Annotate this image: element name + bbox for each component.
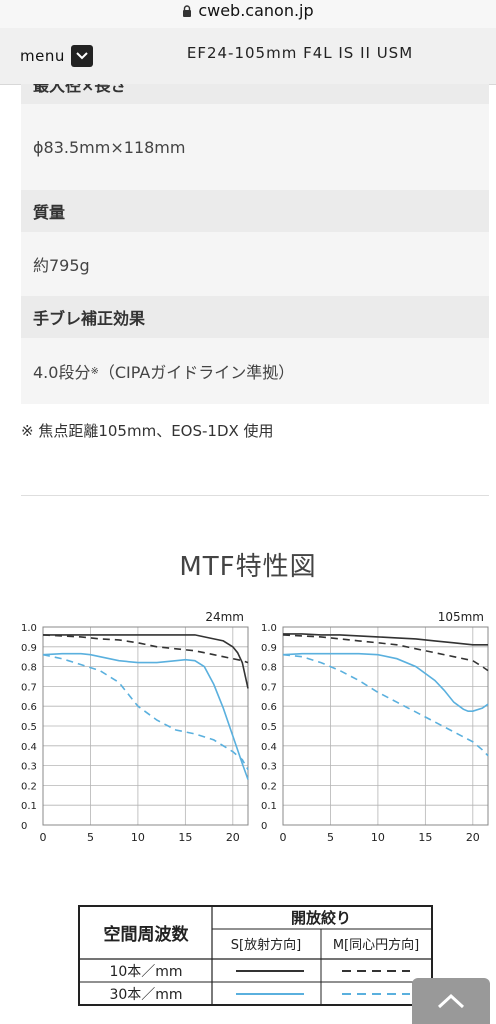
y-tick-label: 0.1	[261, 801, 277, 812]
y-tick-label: 1.0	[261, 623, 277, 634]
mtf-series-line	[282, 652, 489, 712]
mtf-legend-table: 空間周波数 開放絞り S[放射方向] M[同心円方向] 10本／mm 30本／m…	[78, 905, 433, 1006]
chevron-down-icon	[70, 45, 93, 67]
mtf-series-line	[42, 652, 249, 780]
y-tick-label: 0.2	[261, 781, 277, 792]
mtf-series-line	[282, 634, 489, 672]
y-tick-label: 0.9	[21, 643, 37, 654]
x-tick-label: 5	[327, 831, 334, 844]
plot-frame	[282, 626, 489, 826]
page-title: EF24-105mm F4L IS II USM	[186, 44, 414, 62]
chevron-up-icon	[437, 993, 465, 1009]
y-tick-label: 0.8	[261, 663, 277, 674]
y-tick-label: 0.4	[261, 742, 277, 753]
footnote: ※ 焦点距離105mm、EOS-1DX 使用	[21, 422, 274, 440]
legend-aperture-label: 開放絞り	[291, 909, 351, 927]
mtf-series-line	[42, 653, 249, 770]
x-tick-label: 5	[87, 831, 94, 844]
spec-heading-weight: 質量	[21, 190, 489, 232]
legend-s-label: S[放射方向]	[231, 937, 301, 953]
spec-heading-dimensions: 最大径×長さ	[21, 84, 489, 104]
y-tick-label: 0.5	[21, 722, 37, 733]
y-tick-label: 0.7	[21, 682, 37, 693]
spec-value-dimensions: ϕ83.5mm×118mm	[21, 104, 489, 190]
chart-title: 105mm	[438, 610, 484, 624]
plot-frame	[42, 626, 249, 826]
site-header: menu EF24-105mm F4L IS II USM	[0, 28, 496, 85]
mtf-charts: 0 0.1 0.2 0.3 0.4 0.5 0.6 0.7 0.8 0.9 1.0 0 5 10 15 20 2…	[21, 610, 489, 844]
spec-table: 最大径×長さ ϕ83.5mm×118mm 質量 約795g 手ブレ補正効果 4.…	[21, 84, 489, 404]
y-tick-label: 0	[261, 821, 267, 832]
spec-value-stabilization: 4.0段分 ※ （CIPAガイドライン準拠）	[21, 338, 489, 404]
footnote-mark: ※	[90, 365, 99, 377]
browser-url-bar[interactable]: cweb.canon.jp	[0, 0, 496, 28]
x-tick-label: 0	[40, 831, 47, 844]
menu-button[interactable]: menu	[20, 44, 93, 68]
x-tick-label: 15	[418, 831, 432, 844]
stabilization-note: （CIPAガイドライン準拠）	[98, 363, 295, 382]
mtf-series-line	[43, 634, 249, 689]
spec-value-weight: 約795g	[21, 232, 489, 296]
y-tick-label: 0.3	[261, 762, 277, 773]
x-tick-label: 10	[371, 831, 385, 844]
y-tick-label: 0.9	[261, 643, 277, 654]
x-tick-label: 0	[280, 831, 287, 844]
mtf-series-line	[282, 653, 489, 757]
legend-row-30: 30本／mm	[109, 987, 182, 1003]
x-tick-label: 10	[131, 831, 145, 844]
y-tick-label: 0.8	[21, 663, 37, 674]
y-tick-label: 0.4	[21, 742, 37, 753]
y-tick-label: 0.5	[261, 722, 277, 733]
stabilization-value: 4.0段分	[33, 363, 91, 382]
menu-label: menu	[20, 47, 65, 65]
x-tick-label: 20	[226, 831, 240, 844]
legend-row-10: 10本／mm	[109, 964, 182, 980]
y-tick-label: 0	[21, 821, 27, 832]
legend-header-label: 空間周波数	[104, 924, 190, 945]
mtf-title: MTF特性図	[179, 552, 317, 582]
y-tick-label: 0.3	[21, 762, 37, 773]
divider	[21, 495, 489, 496]
url-text: cweb.canon.jp	[198, 1, 314, 20]
y-tick-label: 0.7	[261, 682, 277, 693]
y-tick-label: 1.0	[21, 623, 37, 634]
y-tick-label: 0.1	[21, 801, 37, 812]
y-tick-label: 0.6	[21, 702, 37, 713]
x-tick-label: 20	[466, 831, 480, 844]
mtf-series-line	[42, 634, 249, 664]
mtf-series-line	[283, 633, 488, 646]
scroll-to-top-button[interactable]	[412, 978, 490, 1024]
chart-title: 24mm	[205, 610, 244, 624]
lock-icon	[183, 5, 192, 17]
y-tick-label: 0.6	[261, 702, 277, 713]
spec-heading-stabilization: 手ブレ補正効果	[21, 296, 489, 338]
y-tick-label: 0.2	[21, 781, 37, 792]
x-tick-label: 15	[178, 831, 192, 844]
legend-m-label: M[同心円方向]	[333, 937, 419, 953]
